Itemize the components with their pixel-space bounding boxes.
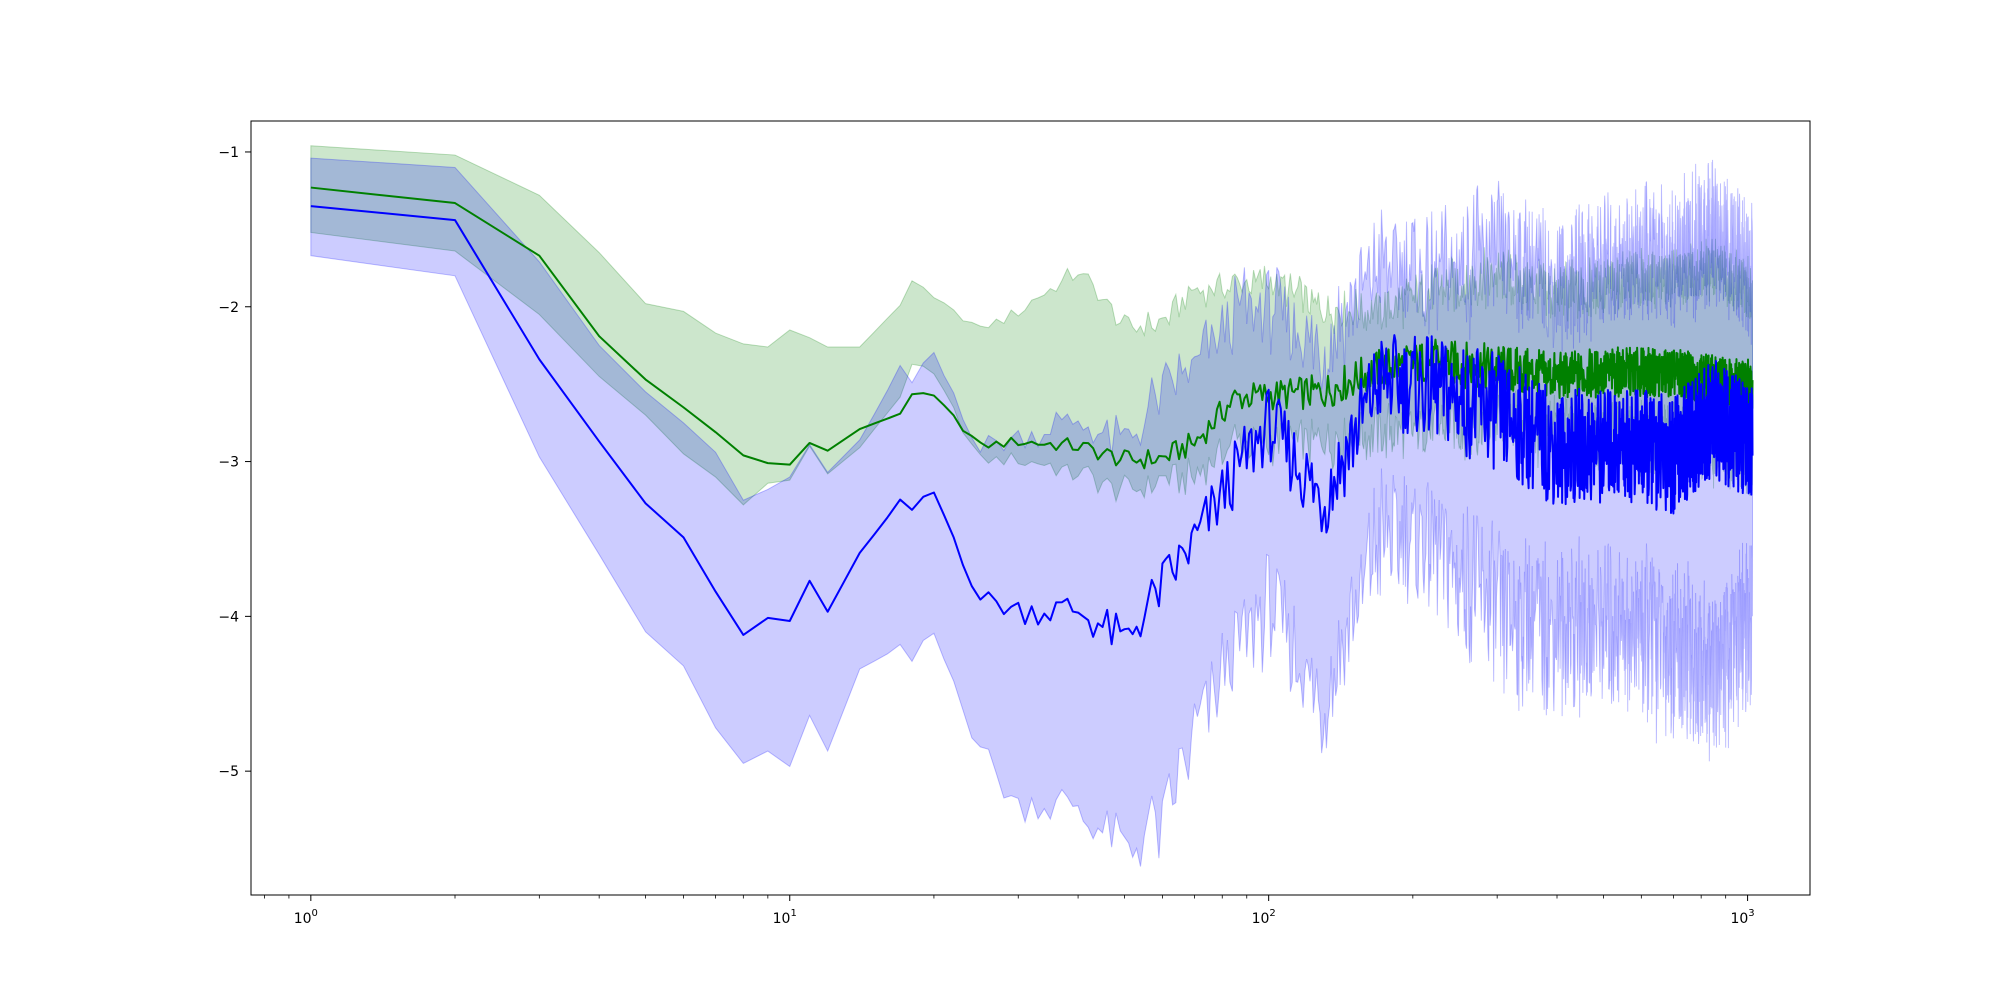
series-lines	[310, 186, 1754, 646]
x-tick-exponent: 1	[790, 908, 796, 919]
x-tick-exponent: 0	[312, 908, 318, 919]
y-tick-label: −5	[218, 764, 239, 780]
y-tick-label: −2	[218, 300, 239, 316]
confidence-band-2	[310, 157, 1754, 867]
y-axis: −1 −2 −3 −4 −5	[218, 145, 251, 780]
series-line-2	[310, 205, 1754, 646]
y-tick-label: −4	[218, 609, 239, 625]
x-tick-exponent: 2	[1269, 908, 1275, 919]
y-tick-label: −3	[218, 455, 239, 471]
y-tick-label: −1	[218, 145, 239, 161]
x-tick-exponent: 3	[1748, 908, 1754, 919]
plot-frame	[250, 120, 1811, 896]
